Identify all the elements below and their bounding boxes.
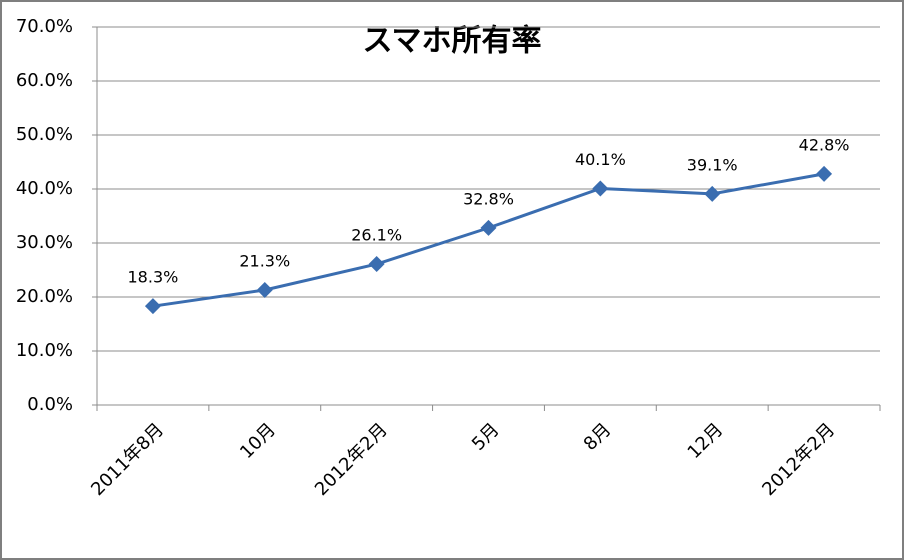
data-label: 18.3%: [128, 268, 179, 287]
data-label: 42.8%: [799, 135, 850, 154]
y-tick-label: 20.0%: [16, 286, 73, 307]
data-marker: [144, 298, 161, 315]
y-tick-label: 30.0%: [16, 232, 73, 253]
data-label: 39.1%: [687, 155, 738, 174]
data-marker: [480, 219, 497, 236]
y-tick-label: 50.0%: [16, 124, 73, 145]
data-marker: [256, 281, 273, 298]
y-tick-label: 60.0%: [16, 70, 73, 91]
data-marker: [592, 180, 609, 197]
data-label: 32.8%: [463, 189, 514, 208]
data-label: 21.3%: [239, 251, 290, 270]
y-tick-label: 70.0%: [16, 16, 73, 37]
y-tick-label: 10.0%: [16, 340, 73, 361]
y-tick-label: 40.0%: [16, 178, 73, 199]
data-label: 40.1%: [575, 150, 626, 169]
chart-title: スマホ所有率: [362, 24, 541, 59]
data-label: 26.1%: [351, 226, 402, 245]
data-marker: [704, 185, 721, 202]
data-marker: [368, 256, 385, 273]
y-tick-label: 0.0%: [27, 394, 73, 415]
data-marker: [816, 165, 833, 182]
